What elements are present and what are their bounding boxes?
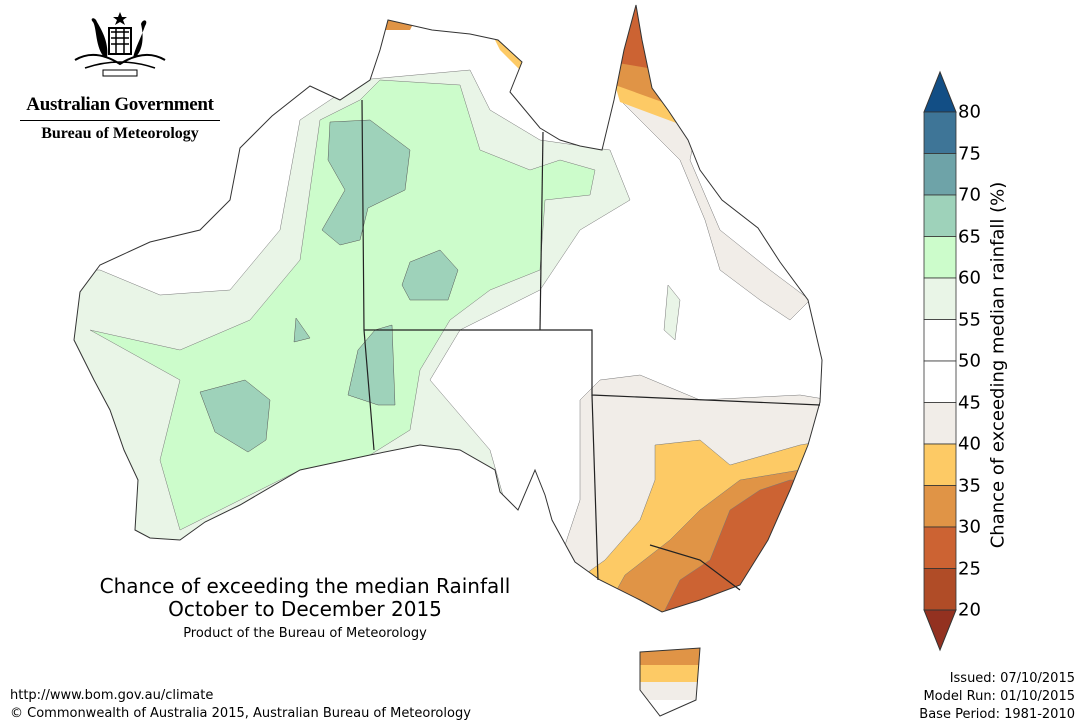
colorbar-arrow-bottom [923,609,957,652]
colorbar-bin-70-75 [923,153,957,196]
colorbar-tick-label: 40 [958,433,981,455]
colorbar-tick-label: 45 [958,392,981,413]
region-65-70 [199,379,271,453]
colorbar-tick-label: 20 [958,599,981,621]
region-65-70 [293,317,311,343]
colorbar-tick-label: 55 [958,309,981,330]
issue-info: Issued: 07/10/2015 Model Run: 01/10/2015… [919,670,1075,724]
colorbar-bin-50-55 [923,319,957,362]
colorbar-bin-35-40 [923,443,957,486]
colorbar-tick-label: 65 [958,226,981,247]
region-65-70 [321,119,411,246]
colorbar-bin-75-80 [923,111,957,154]
colorbar-arrow-top [923,70,957,113]
colorbar-bin-45-50 [923,360,957,403]
region-55-60 [663,284,681,341]
colorbar-tick-label: 35 [958,475,981,496]
bom-logo: Australian Government Bureau of Meteorol… [20,8,220,143]
coat-of-arms-icon [74,12,166,77]
base-period: Base Period: 1981-2010 [919,707,1075,722]
region-65-70 [401,249,459,301]
source-link[interactable]: http://www.bom.gov.au/climate [10,688,214,703]
colorbar-bin-55-60 [923,277,957,320]
product-note: Product of the Bureau of Meteorology [183,626,427,641]
state-borders [361,99,821,591]
colorbar-tick-label: 80 [958,101,981,123]
colorbar-label: Chance of exceeding median rainfall (%) [987,181,1009,549]
colorbar-tick-label: 75 [958,143,981,164]
colorbar-tick-label: 50 [958,350,981,372]
border-qld-sa-nsw [540,329,821,406]
copyright-text: © Commonwealth of Australia 2015, Austra… [10,706,471,721]
map-title-line1: Chance of exceeding the median Rainfall [99,574,511,598]
model-run-date: Model Run: 01/10/2015 [923,689,1075,704]
colorbar-tick-label: 25 [958,558,981,579]
border-sa-vic [591,394,599,581]
colorbar-bin-60-65 [923,236,957,279]
map-title-period: October to December 2015 [168,597,442,621]
government-wordmark: Australian Government [20,94,220,121]
colorbar-bin-30-35 [923,485,957,528]
colorbar-bin-20-25 [923,568,957,611]
colorbar-tick-label: 70 [958,184,981,206]
region-40-45 [630,682,710,700]
colorbar-bin-25-30 [923,526,957,569]
region-40-45 [619,99,811,321]
region-35-40 [630,665,710,682]
map-title: Chance of exceeding the median Rainfall … [60,575,550,621]
border-nsw-vic [649,544,741,591]
colorbar-bin-65-70 [923,194,957,237]
colorbar-tick-label: 60 [958,267,981,289]
border-nt-qld [539,131,544,331]
issued-date: Issued: 07/10/2015 [949,671,1075,686]
colorbar [923,70,957,652]
agency-wordmark: Bureau of Meteorology [41,125,199,142]
colorbar-bin-40-45 [923,402,957,445]
colorbar-tick-label: 30 [958,516,981,538]
australia-map [73,4,823,717]
